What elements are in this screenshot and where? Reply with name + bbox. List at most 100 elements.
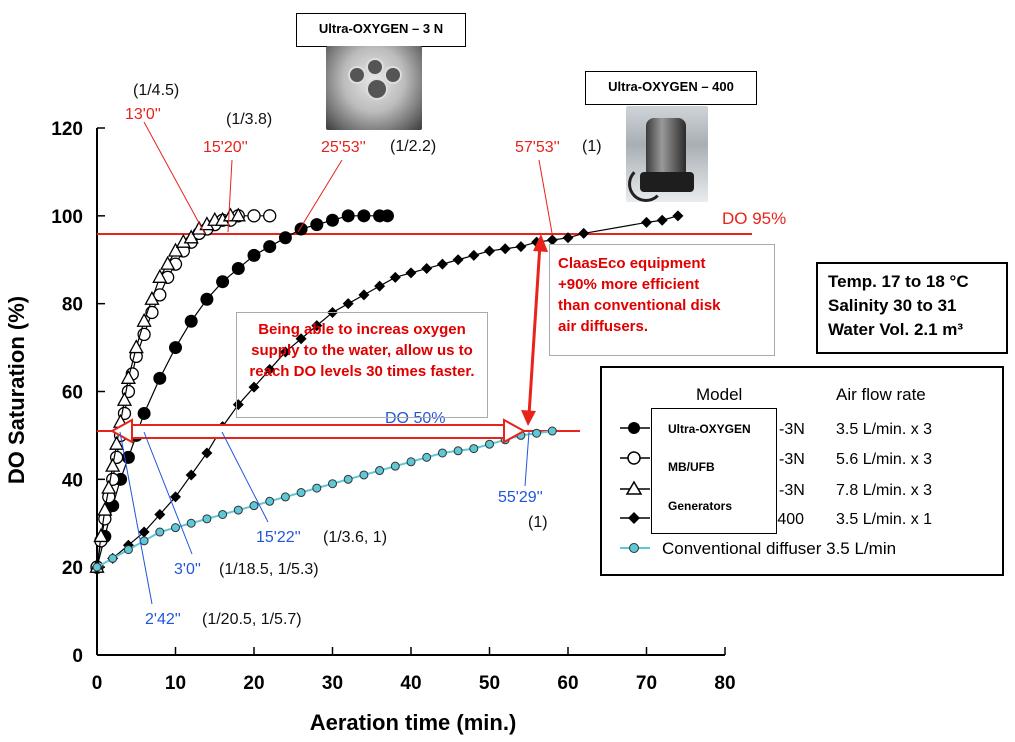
leader-2m42 [119,431,153,605]
data-point [108,553,118,563]
data-point [105,457,121,472]
data-point [279,346,291,358]
legend-model-tail-1: -3N [779,421,805,438]
legend-row-3: -3N 7.8 L/min. x 3 [620,480,932,499]
vertical-arrow-shaft [527,243,542,416]
data-point [453,446,463,456]
oxygen-supply-callout: Being able to increas oxygen supply to t… [236,312,488,418]
data-point [312,483,322,493]
data-point [265,496,275,506]
arrow-head-right [503,418,527,444]
data-point [169,341,182,355]
data-point [120,369,136,384]
ann-t8-time: 55'29'' [498,489,543,506]
data-point [280,492,290,502]
ann-t5-time: 15'22'' [256,529,301,546]
x-tick-label: 20 [243,673,264,694]
ann-t7-time: 2'42'' [145,611,181,628]
ann-t4-time: 57'53'' [515,139,560,156]
legend-header-rate: Air flow rate [836,385,926,404]
x-tick-label: 60 [557,673,578,694]
data-point [201,447,213,459]
x-tick-label: 50 [479,673,500,694]
data-point [515,241,527,253]
legend-marker-4 [628,512,640,524]
legend-row-2: -3N 5.6 L/min. x 3 [620,451,932,468]
legend-model-tail-2: -3N [779,451,805,468]
data-point [375,466,385,476]
legend-header-model: Model [696,385,742,404]
data-point [101,479,117,494]
data-point [328,479,337,489]
vertical-arrow-head-bottom [521,410,536,426]
data-point [532,428,542,438]
data-point [233,505,243,515]
data-point [405,267,417,279]
data-point [231,262,245,276]
data-point [469,444,479,454]
ultra-oxygen-3n-photo [326,46,422,130]
data-point [216,275,230,289]
data-point [311,320,323,332]
leader-57m53 [538,159,553,234]
y-tick-label: 100 [51,207,83,228]
data-point [92,562,102,572]
legend-row-5: Conventional diffuser 3.5 L/min [620,539,896,558]
data-point [202,514,212,524]
y-tick-label: 20 [62,558,83,579]
legend-model-tail-4: -400 [772,511,804,528]
arrow-head-left [109,418,133,444]
condition-salinity: Salinity 30 to 31 [828,296,957,315]
y-tick-label: 80 [62,295,83,316]
vertical-double-arrow [521,234,548,426]
data-point [153,371,167,385]
data-point [109,435,125,450]
ann-t1-ratio: (1/4.5) [133,82,179,99]
data-point [93,528,109,543]
ann-t5-ratio: (1/3.6, 1) [323,529,387,546]
data-point [128,339,144,354]
ann-t3-ratio: (1/2.2) [390,138,436,155]
do95-label: DO 95% [722,209,786,228]
data-point [167,242,184,257]
do50-label: DO 50% [385,410,445,427]
legend-overlay-line-2: MB/UFB [668,460,715,474]
data-point [249,501,259,511]
x-tick-label: 0 [92,673,103,694]
y-axis-label: DO Saturation (%) [4,296,29,484]
ann-t1-time: 13'0'' [125,106,161,123]
data-point [278,231,292,245]
ann-t3-time: 25'53'' [321,139,366,156]
data-point [359,470,369,480]
legend-marker-3 [625,480,643,495]
data-point [390,461,400,471]
y-tick-label: 40 [62,470,83,491]
data-point [218,509,228,519]
photo-port [384,66,402,84]
data-point [232,399,244,411]
leader-13m [143,121,206,235]
legend-rate-3: 7.8 L/min. x 3 [836,482,932,499]
data-point [154,508,166,520]
data-point [160,255,176,270]
data-point [230,207,246,222]
data-point [145,305,159,320]
y-tick-label: 60 [62,383,83,404]
series-open-triangle [89,207,246,573]
data-point [326,213,339,227]
legend-marker-2 [627,451,641,465]
legend-model-tail-3: -3N [779,482,805,499]
data-point [310,218,324,232]
conditions-box: Temp. 17 to 18 °C Salinity 30 to 31 Wate… [816,262,1008,354]
data-point [357,209,371,223]
data-point [155,527,165,537]
x-tick-label: 70 [636,673,657,694]
ann-t6-ratio: (1/18.5, 1/5.3) [219,561,319,578]
data-point [247,248,261,262]
data-point [656,214,668,226]
data-point [296,488,306,498]
legend-row-4: -400 3.5 L/min. x 1 [620,511,932,528]
data-point [485,439,494,449]
data-point [247,209,261,223]
